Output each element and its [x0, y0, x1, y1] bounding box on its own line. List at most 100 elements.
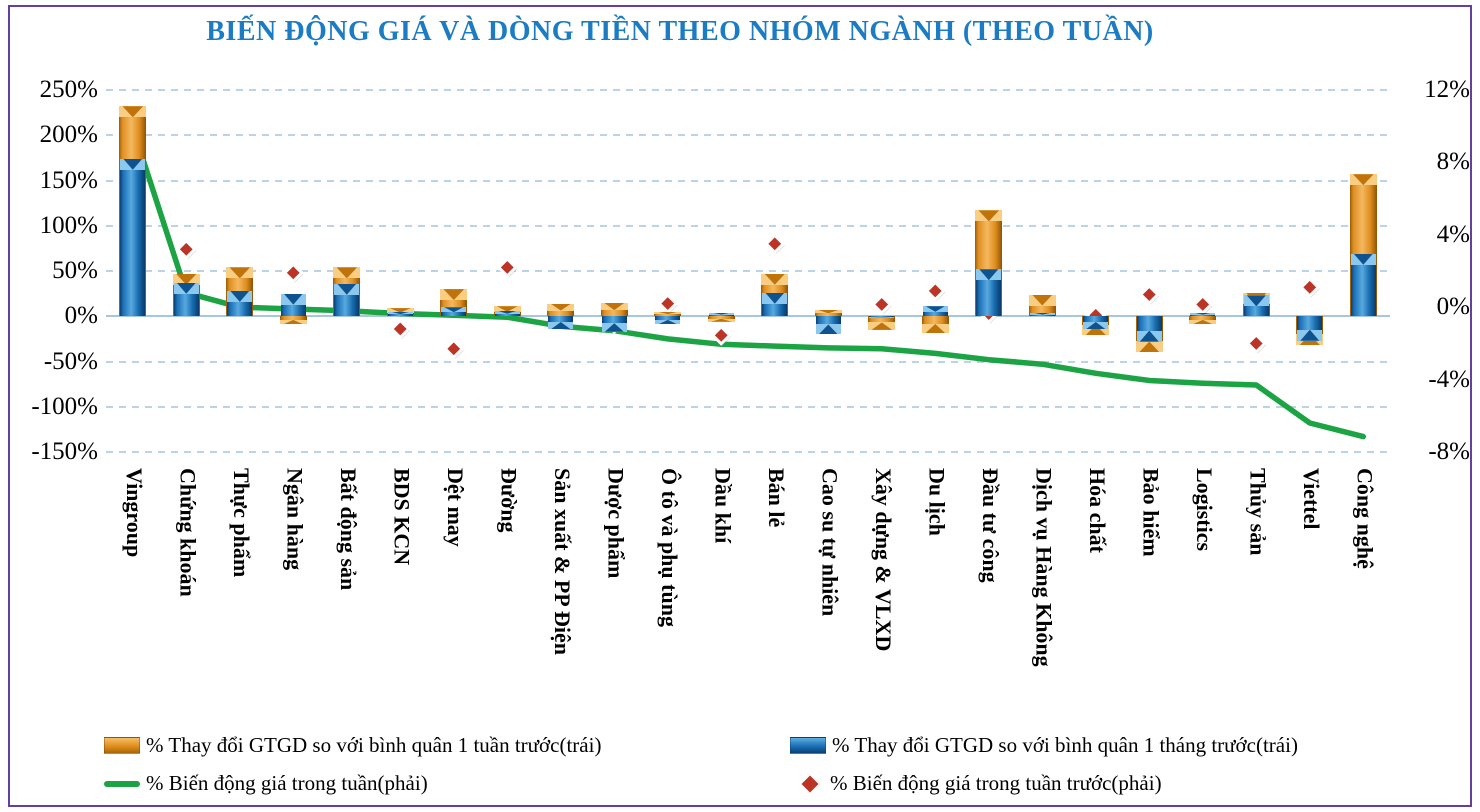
- bar-bevel-cap: [280, 293, 306, 305]
- bar-month-value: [334, 283, 360, 317]
- right-axis-tick-label: 8%: [1436, 148, 1470, 176]
- bar-week-value: [600, 302, 628, 317]
- bar-bevel-fold: [390, 311, 410, 315]
- gridline: [106, 89, 1390, 91]
- bar-bevel-fold: [604, 323, 624, 332]
- legend-label: % Biến động giá trong tuần(phải): [146, 771, 428, 795]
- left-axis-tick-label: 100%: [39, 211, 98, 239]
- chart-title: BIẾN ĐỘNG GIÁ VÀ DÒNG TIỀN THEO NHÓM NGÀ…: [206, 16, 1154, 47]
- bar-bevel-cap: [1028, 294, 1056, 306]
- category-label: Cao su tự nhiên: [817, 468, 843, 617]
- bar-week-value: [279, 316, 307, 325]
- bar-bevel-fold: [1193, 312, 1213, 315]
- bar-month-value: [1243, 295, 1269, 317]
- bar-bevel-cap: [815, 324, 841, 335]
- category-label: Đường: [496, 468, 522, 533]
- bar-bevel-fold: [229, 267, 251, 279]
- legend-item-price-week: % Biến động giá trong tuần(phải): [104, 771, 428, 796]
- bar-bevel-cap: [279, 319, 307, 325]
- bar-bevel-fold: [444, 307, 464, 313]
- category-label: Bán lẻ: [763, 468, 789, 528]
- bar-bevel-cap: [1136, 330, 1162, 342]
- gridline: [106, 179, 1390, 182]
- bar-bevel-fold: [123, 158, 143, 170]
- bar-bevel-fold: [765, 292, 785, 304]
- bar-bevel-fold: [711, 318, 732, 322]
- legend-label: % Thay đổi GTGD so với bình quân 1 tháng…: [832, 733, 1298, 757]
- category-label: Thủy sản: [1245, 468, 1271, 556]
- bar-bevel-cap: [1135, 341, 1163, 353]
- bar-bevel-fold: [283, 319, 304, 325]
- bar-month-value: [441, 307, 467, 317]
- bar-week-value: [814, 309, 842, 317]
- category-label: Vingroup: [121, 468, 147, 558]
- left-axis-tick-label: 250%: [39, 76, 98, 103]
- bar-bevel-fold: [978, 210, 1000, 222]
- bar-bevel-cap: [600, 302, 628, 311]
- bar-bevel-fold: [818, 324, 838, 335]
- bar-month-value: [762, 292, 788, 317]
- bar-bevel-cap: [708, 312, 734, 315]
- category-label: Chứng khoán: [175, 468, 201, 597]
- bar-month-value: [173, 282, 199, 317]
- right-axis-tick-label: 12%: [1424, 76, 1470, 103]
- bar-bevel-fold: [230, 290, 250, 302]
- legend-item-gtgd-week: % Thay đổi GTGD so với bình quân 1 tuần …: [104, 733, 601, 758]
- category-label: Dịch vụ Hàng Không: [1031, 468, 1057, 667]
- bar-bevel-cap: [976, 269, 1002, 281]
- bar-bevel-cap: [921, 324, 949, 334]
- category-label: BDS KCN: [389, 468, 415, 566]
- bar-bevel-fold: [1353, 253, 1373, 265]
- category-label: Thực phẩm: [228, 468, 254, 578]
- gridline: [106, 360, 1390, 363]
- bar-bevel-cap: [761, 273, 789, 285]
- bar-bevel-fold: [1246, 295, 1266, 307]
- bar-bevel-fold: [337, 283, 357, 295]
- bar-bevel-fold: [764, 273, 786, 285]
- left-axis-tick-label: 150%: [39, 166, 98, 194]
- bar-bevel-cap: [440, 289, 468, 301]
- category-label: Dệt may: [442, 468, 468, 547]
- bar-bevel-cap: [1350, 253, 1376, 265]
- category-label: Viettel: [1298, 468, 1324, 530]
- gridline: [106, 451, 1390, 453]
- bar-week-value: [868, 316, 896, 330]
- bar-bevel-fold: [1032, 294, 1053, 306]
- bar-month-value: [280, 293, 306, 317]
- bar-bevel-cap: [868, 322, 896, 330]
- bar-bevel-cap: [1243, 295, 1269, 307]
- bar-bevel-cap: [226, 267, 254, 279]
- bar-bevel-fold: [872, 316, 892, 318]
- bar-month-value: [1190, 312, 1216, 317]
- bar-bevel-cap: [654, 311, 682, 315]
- bar-month-value: [1136, 316, 1162, 342]
- bar-bevel-cap: [333, 267, 361, 279]
- left-axis-tick-label: 0%: [64, 302, 98, 330]
- bar-bevel-cap: [1189, 319, 1217, 325]
- bar-bevel-fold: [550, 303, 572, 311]
- bar-bevel-cap: [173, 282, 199, 294]
- bar-bevel-fold: [1139, 330, 1159, 342]
- category-label: Du lịch: [924, 468, 950, 536]
- bar-bevel-cap: [1297, 329, 1323, 341]
- bar-bevel-fold: [658, 319, 678, 325]
- gridline: [106, 405, 1390, 408]
- bar-bevel-cap: [922, 306, 948, 312]
- bar-bevel-cap: [655, 319, 681, 325]
- category-label: Xây dựng & VLXD: [870, 468, 896, 652]
- gridline: [106, 270, 1390, 272]
- category-label: Ô tô và phụ tùng: [656, 468, 682, 627]
- right-axis-tick-label: -4%: [1428, 365, 1470, 393]
- bar-bevel-cap: [869, 316, 895, 318]
- right-axis-tick-label: 4%: [1436, 220, 1470, 248]
- gridline: [106, 224, 1390, 227]
- bar-bevel-cap: [227, 290, 253, 302]
- legend-label: % Biến động giá trong tuần trước(phải): [830, 771, 1162, 795]
- bar-week-value: [921, 316, 949, 334]
- bar-bevel-fold: [497, 310, 517, 314]
- bar-bevel-fold: [1086, 322, 1106, 329]
- bar-bevel-fold: [122, 106, 144, 118]
- bar-bevel-cap: [494, 310, 520, 314]
- category-label: Ngân hàng: [282, 468, 308, 571]
